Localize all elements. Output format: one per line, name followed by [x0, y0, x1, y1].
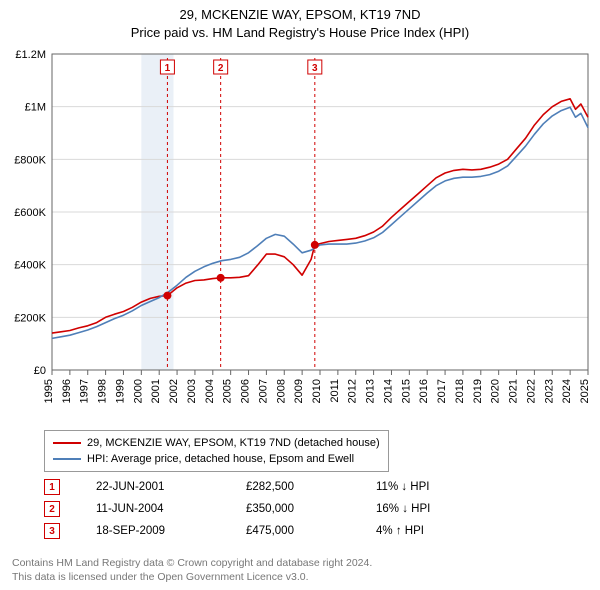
- svg-text:£1.2M: £1.2M: [15, 49, 46, 61]
- svg-text:2025: 2025: [579, 379, 591, 403]
- legend-label-property: 29, MCKENZIE WAY, EPSOM, KT19 7ND (detac…: [87, 437, 380, 449]
- svg-text:1999: 1999: [114, 379, 126, 403]
- svg-text:2012: 2012: [347, 379, 359, 403]
- svg-text:2011: 2011: [329, 379, 341, 403]
- svg-text:2024: 2024: [561, 379, 573, 403]
- svg-text:2000: 2000: [132, 379, 144, 403]
- svg-text:£200K: £200K: [14, 312, 46, 324]
- sale-row-2: 2 11-JUN-2004 £350,000 16% ↓ HPI: [44, 498, 466, 520]
- legend-box: 29, MCKENZIE WAY, EPSOM, KT19 7ND (detac…: [44, 430, 389, 472]
- svg-text:2023: 2023: [543, 379, 555, 403]
- svg-text:3: 3: [312, 63, 318, 74]
- footnote: Contains HM Land Registry data © Crown c…: [12, 556, 372, 584]
- svg-text:2013: 2013: [365, 379, 377, 403]
- sale-hpi-1: 11% ↓ HPI: [376, 481, 466, 493]
- chart-title: 29, MCKENZIE WAY, EPSOM, KT19 7ND Price …: [0, 0, 600, 41]
- svg-text:2008: 2008: [275, 379, 287, 403]
- chart-svg: £0 £200K £400K £600K £800K £1M £1.2M 1995 1996 19…: [0, 46, 600, 420]
- svg-text:2020: 2020: [490, 379, 502, 403]
- svg-text:2003: 2003: [186, 379, 198, 403]
- sale-date-2: 11-JUN-2004: [96, 503, 246, 515]
- legend-swatch-hpi: [53, 458, 81, 460]
- svg-text:£600K: £600K: [14, 207, 46, 219]
- sale-price-2: £350,000: [246, 503, 376, 515]
- page-root: { "title_line1": "29, MCKENZIE WAY, EPSO…: [0, 0, 600, 590]
- svg-text:£1M: £1M: [25, 102, 46, 114]
- legend-label-hpi: HPI: Average price, detached house, Epso…: [87, 453, 354, 465]
- sale-hpi-2: 16% ↓ HPI: [376, 503, 466, 515]
- svg-text:2015: 2015: [400, 379, 412, 403]
- svg-text:2005: 2005: [222, 379, 234, 403]
- svg-text:1: 1: [165, 63, 171, 74]
- legend-item-hpi: HPI: Average price, detached house, Epso…: [53, 451, 380, 467]
- svg-text:1998: 1998: [97, 379, 109, 403]
- svg-text:£800K: £800K: [14, 154, 46, 166]
- sale-row-1: 1 22-JUN-2001 £282,500 11% ↓ HPI: [44, 476, 466, 498]
- svg-text:2022: 2022: [525, 379, 537, 403]
- svg-text:£400K: £400K: [14, 260, 46, 272]
- svg-text:2004: 2004: [204, 379, 216, 403]
- footnote-line1: Contains HM Land Registry data © Crown c…: [12, 556, 372, 570]
- svg-text:2017: 2017: [436, 379, 448, 403]
- sale-price-3: £475,000: [246, 525, 376, 537]
- sale-marker-1: 1: [44, 479, 60, 495]
- svg-text:2: 2: [218, 63, 224, 74]
- sale-hpi-3: 4% ↑ HPI: [376, 525, 466, 537]
- legend-swatch-property: [53, 442, 81, 444]
- svg-text:1997: 1997: [79, 379, 91, 403]
- svg-text:2018: 2018: [454, 379, 466, 403]
- title-line1: 29, MCKENZIE WAY, EPSOM, KT19 7ND: [0, 6, 600, 24]
- title-line2: Price paid vs. HM Land Registry's House …: [0, 24, 600, 42]
- svg-text:2009: 2009: [293, 379, 305, 403]
- svg-text:2006: 2006: [240, 379, 252, 403]
- sale-date-3: 18-SEP-2009: [96, 525, 246, 537]
- svg-text:2002: 2002: [168, 379, 180, 403]
- legend-item-property: 29, MCKENZIE WAY, EPSOM, KT19 7ND (detac…: [53, 435, 380, 451]
- svg-text:2001: 2001: [150, 379, 162, 403]
- sale-price-1: £282,500: [246, 481, 376, 493]
- svg-text:2021: 2021: [508, 379, 520, 403]
- svg-text:1995: 1995: [43, 379, 55, 403]
- svg-text:2016: 2016: [418, 379, 430, 403]
- price-chart: £0 £200K £400K £600K £800K £1M £1.2M 1995 1996 19…: [0, 46, 600, 420]
- svg-text:2019: 2019: [472, 379, 484, 403]
- svg-text:2014: 2014: [382, 379, 394, 403]
- sale-date-1: 22-JUN-2001: [96, 481, 246, 493]
- svg-text:1996: 1996: [61, 379, 73, 403]
- sale-marker-2: 2: [44, 501, 60, 517]
- sales-table: 1 22-JUN-2001 £282,500 11% ↓ HPI 2 11-JU…: [44, 476, 466, 542]
- footnote-line2: This data is licensed under the Open Gov…: [12, 570, 372, 584]
- sale-row-3: 3 18-SEP-2009 £475,000 4% ↑ HPI: [44, 520, 466, 542]
- sale-marker-3: 3: [44, 523, 60, 539]
- svg-text:2007: 2007: [257, 379, 269, 403]
- svg-text:£0: £0: [34, 365, 46, 377]
- svg-text:2010: 2010: [311, 379, 323, 403]
